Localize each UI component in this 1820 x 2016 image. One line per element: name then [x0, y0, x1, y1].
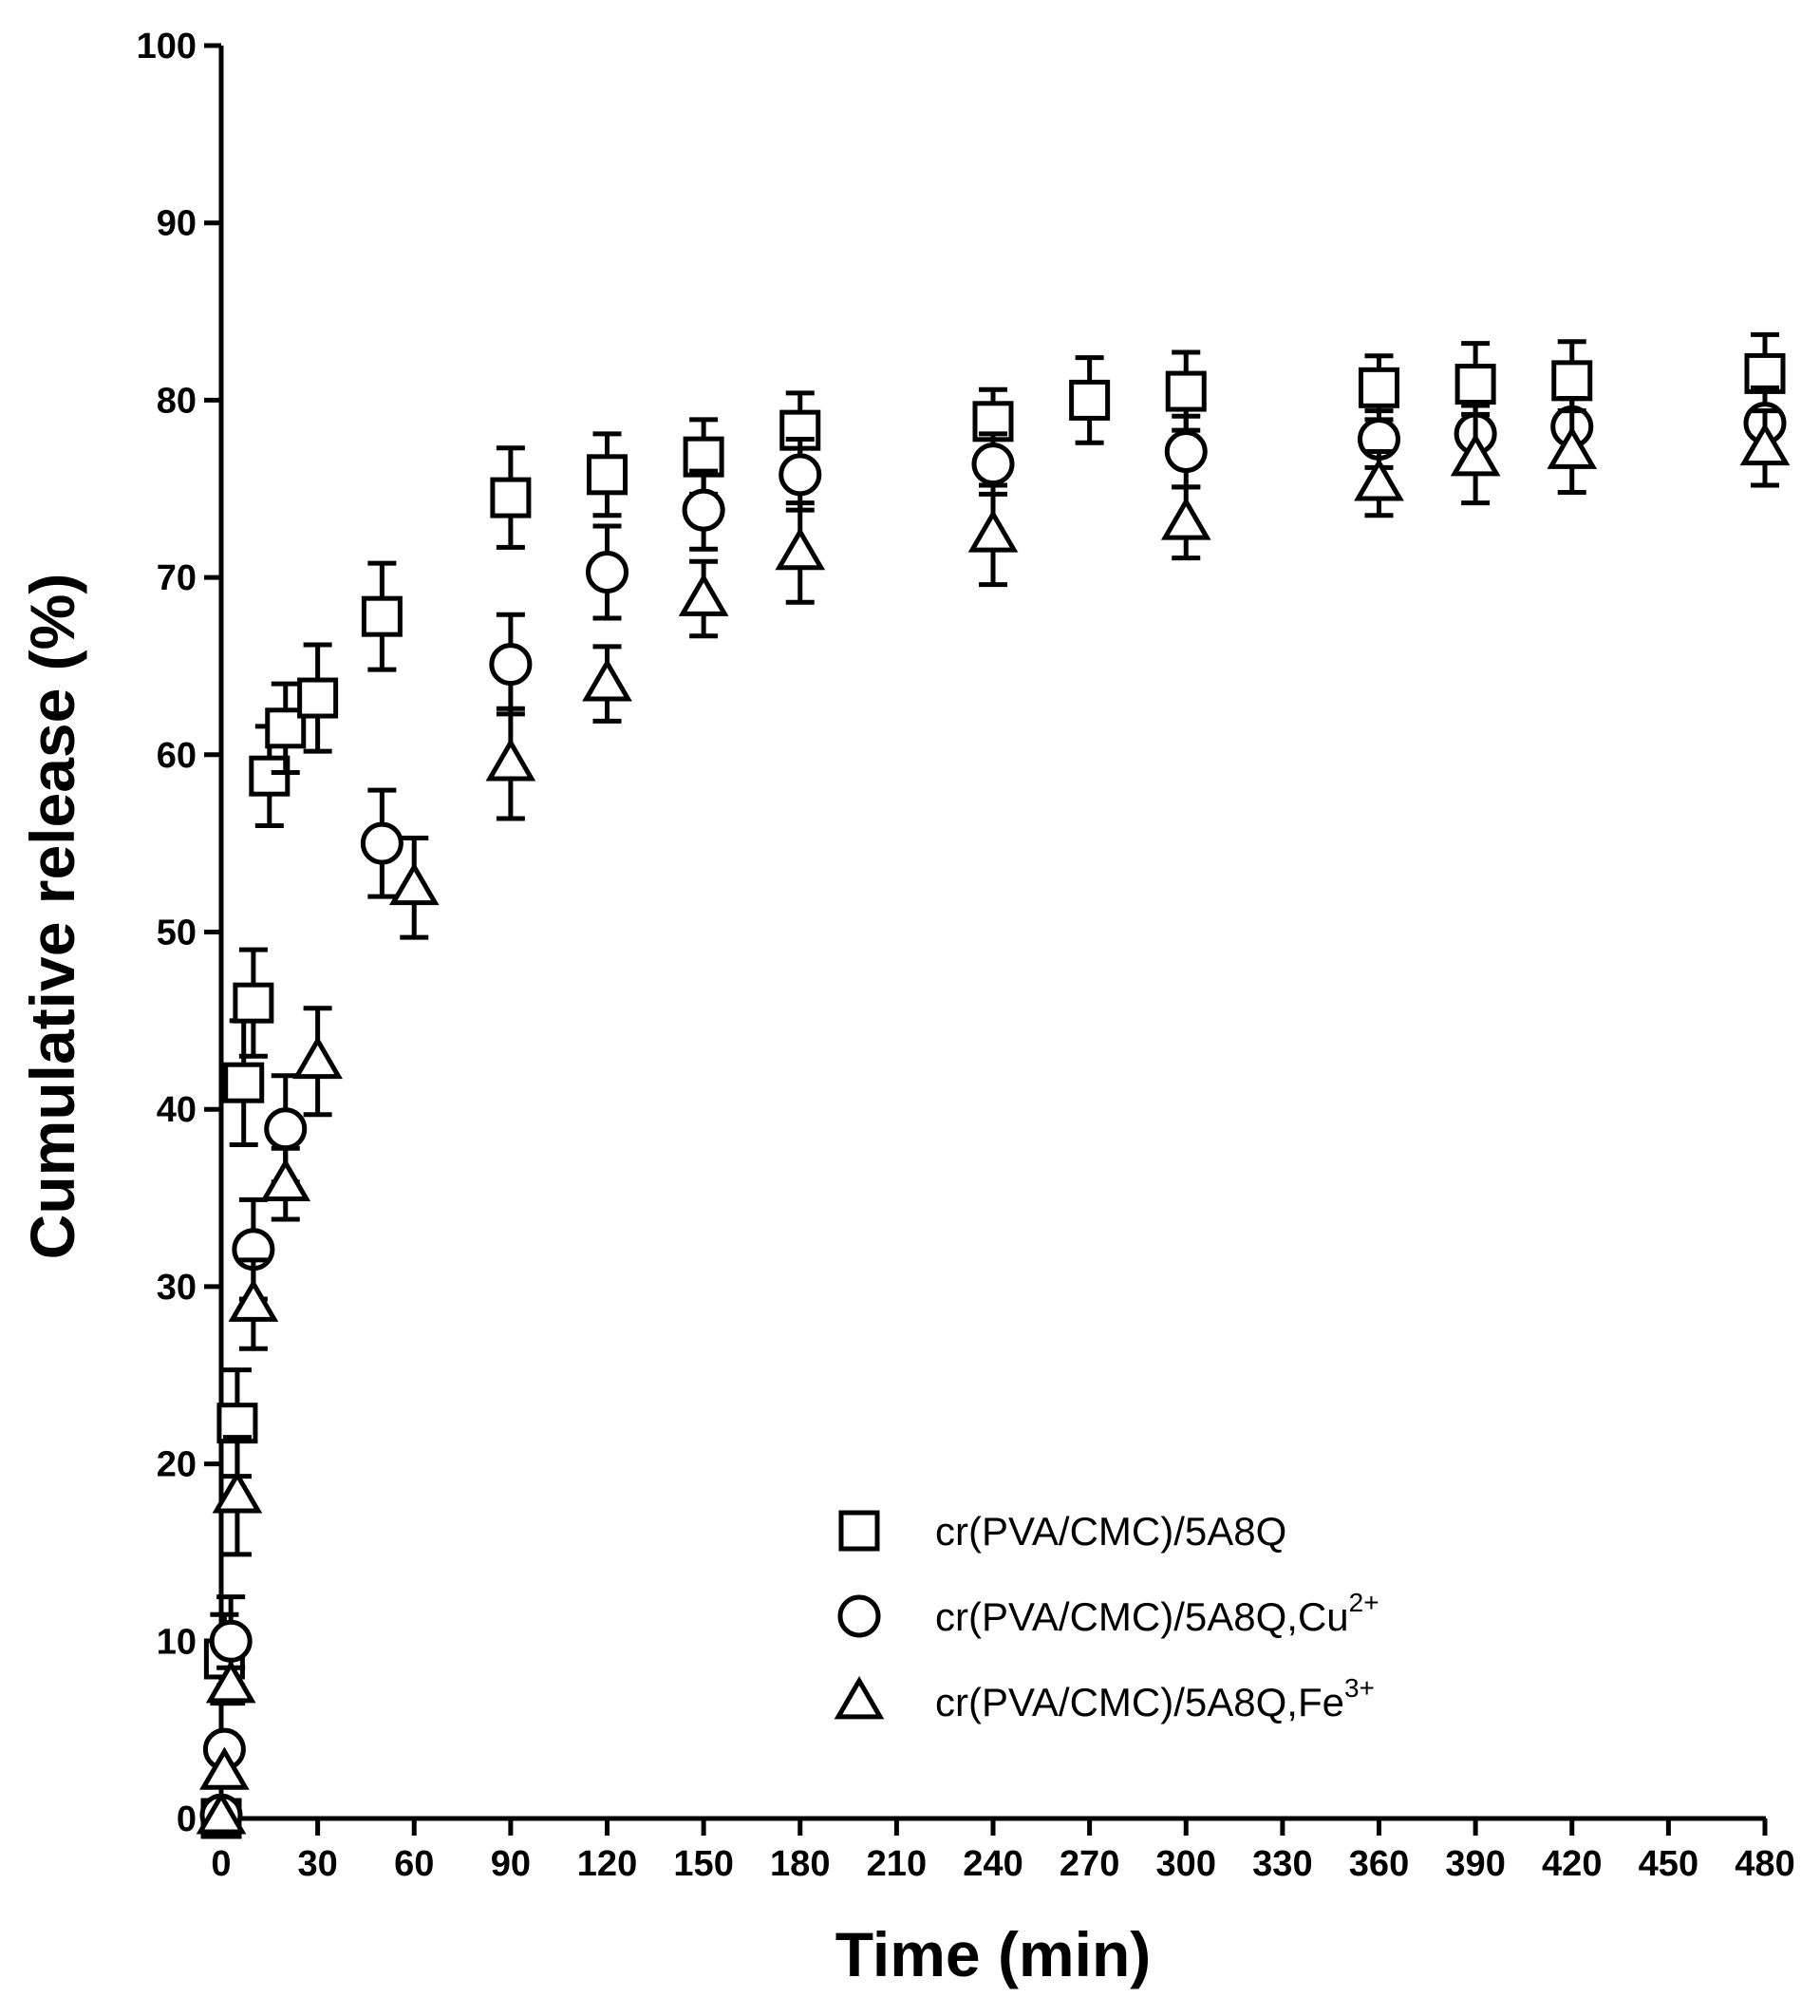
x-tick-label: 450 — [1639, 1844, 1698, 1884]
triangle-point — [260, 1158, 311, 1201]
square-point — [297, 677, 339, 719]
x-tick-label: 360 — [1349, 1844, 1409, 1884]
y-tick-label: 20 — [157, 1445, 197, 1485]
triangle-point — [1547, 425, 1598, 469]
triangle-point — [485, 738, 536, 782]
triangle-point — [212, 1470, 263, 1514]
x-tick-label: 480 — [1735, 1844, 1794, 1884]
x-tick-label: 60 — [394, 1844, 434, 1884]
y-tick-label: 60 — [157, 736, 197, 776]
circle-point — [209, 1619, 253, 1663]
square-point — [587, 454, 628, 496]
triangle-point — [775, 526, 826, 571]
triangle-point — [196, 1791, 247, 1835]
triangle-point — [228, 1278, 279, 1322]
legend-label-superscript: 2+ — [1349, 1588, 1379, 1617]
x-tick-label: 150 — [673, 1844, 733, 1884]
y-tick-label: 50 — [157, 914, 197, 953]
x-axis-title: Time (min) — [835, 1919, 1151, 1989]
x-tick-label: 270 — [1060, 1844, 1119, 1884]
x-tick-label: 180 — [770, 1844, 830, 1884]
series-triangle — [196, 408, 1791, 1835]
triangle-point — [199, 1746, 250, 1790]
y-ticks: 0 10 20 30 40 50 60 70 80 90 100 — [137, 27, 221, 1839]
legend-square-icon — [838, 1510, 880, 1552]
triangle-point — [1354, 458, 1404, 501]
legend-label-superscript: 3+ — [1344, 1673, 1375, 1703]
square-point — [1165, 370, 1207, 412]
x-tick-label: 300 — [1156, 1844, 1216, 1884]
y-tick-label: 40 — [157, 1090, 197, 1130]
triangle-point — [1450, 433, 1501, 477]
circle-point — [586, 550, 629, 593]
circle-point — [682, 488, 725, 532]
triangle-point — [967, 509, 1019, 553]
y-tick-label: 90 — [157, 204, 197, 244]
y-tick-label: 10 — [157, 1622, 197, 1662]
y-tick-label: 30 — [157, 1268, 197, 1308]
x-tick-label: 210 — [867, 1844, 927, 1884]
square-point — [361, 595, 403, 637]
triangle-point — [1160, 497, 1211, 540]
legend-label: cr(PVA/CMC)/5A8Q,Fe3+ — [935, 1673, 1375, 1724]
x-tick-label: 120 — [577, 1844, 637, 1884]
triangle-point — [388, 861, 440, 906]
square-point — [223, 1062, 265, 1103]
legend-triangle-icon — [834, 1676, 885, 1720]
y-tick-label: 0 — [177, 1799, 197, 1839]
legend-label: cr(PVA/CMC)/5A8Q,Cu2+ — [935, 1588, 1379, 1639]
square-point — [1454, 364, 1496, 405]
series-layer — [196, 331, 1791, 1839]
y-axis-title: Cumulative release (%) — [17, 574, 87, 1260]
square-point — [1069, 379, 1111, 421]
circle-point — [264, 1107, 308, 1151]
triangle-point — [292, 1035, 343, 1080]
x-tick-label: 420 — [1542, 1844, 1602, 1884]
x-tick-label: 330 — [1252, 1844, 1312, 1884]
triangle-point — [205, 1660, 256, 1704]
triangle-point — [1739, 422, 1791, 466]
circle-point — [971, 443, 1015, 486]
square-point — [1551, 360, 1593, 402]
circle-point — [779, 453, 822, 497]
square-point — [233, 982, 274, 1024]
x-tick-label: 240 — [963, 1844, 1023, 1884]
y-tick-label: 100 — [137, 27, 197, 66]
y-tick-label: 80 — [157, 381, 197, 421]
legend-label-text: cr(PVA/CMC)/5A8Q,Fe — [935, 1680, 1344, 1724]
square-point — [1359, 367, 1399, 408]
x-ticks: 0 30 60 90 120 150 180 210 240 270 300 330 360 390 420… — [211, 1818, 1795, 1884]
legend: cr(PVA/CMC)/5A8Qcr(PVA/CMC)/5A8Q,Cu2+cr(… — [834, 1509, 1379, 1724]
legend-label-text: cr(PVA/CMC)/5A8Q,Cu — [935, 1594, 1349, 1639]
legend-label: cr(PVA/CMC)/5A8Q — [935, 1509, 1286, 1554]
x-tick-label: 90 — [491, 1844, 531, 1884]
triangle-point — [582, 658, 632, 702]
square-point — [249, 755, 291, 797]
circle-point — [1164, 430, 1208, 474]
square-point — [490, 477, 532, 518]
circle-point — [360, 821, 403, 865]
x-tick-label: 390 — [1445, 1844, 1505, 1884]
triangle-point — [678, 573, 729, 616]
legend-label-text: cr(PVA/CMC)/5A8Q — [935, 1509, 1286, 1554]
legend-circle-icon — [837, 1594, 881, 1638]
circle-point — [489, 643, 533, 687]
x-tick-label: 30 — [297, 1844, 337, 1884]
x-tick-label: 0 — [211, 1844, 231, 1884]
y-tick-label: 70 — [157, 558, 197, 598]
